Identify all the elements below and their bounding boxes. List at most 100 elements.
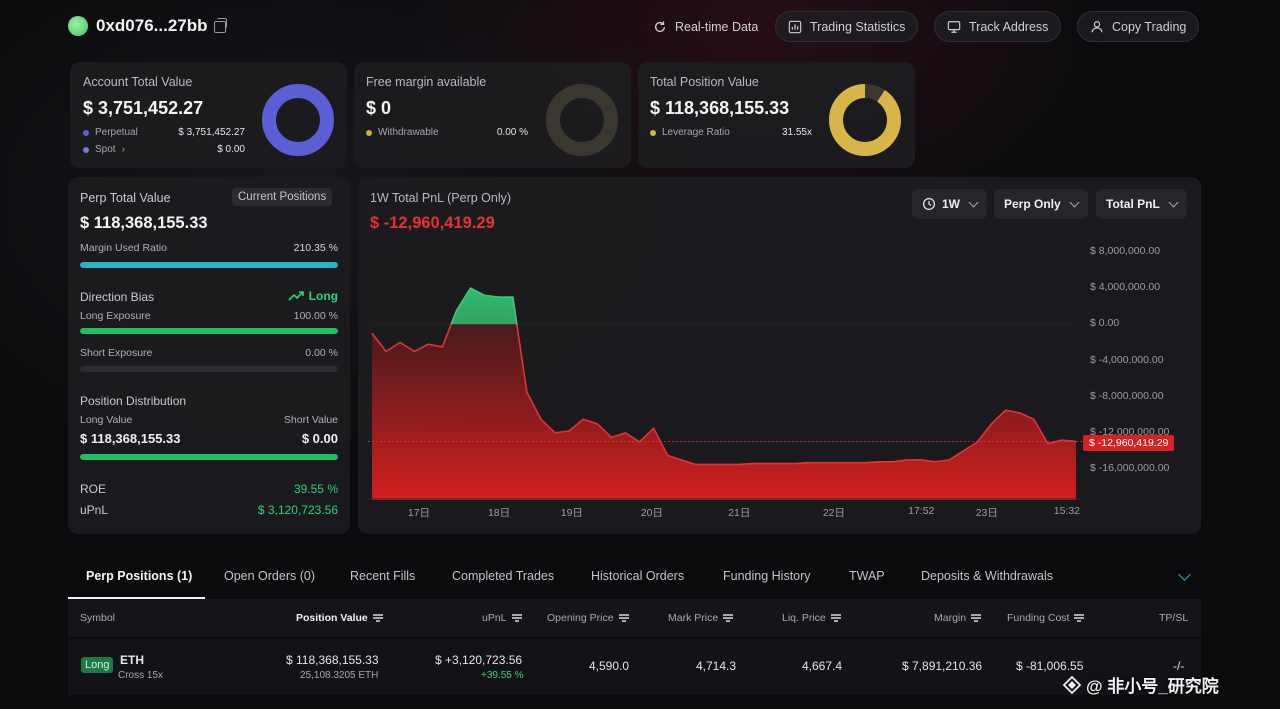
x-tick-label: 23日 <box>975 507 998 519</box>
tab-0[interactable]: Perp Positions (1) <box>86 569 193 583</box>
roe-value: 39.55 % <box>293 482 338 496</box>
distribution-bar <box>80 454 338 460</box>
th-liq-price[interactable]: Liq. Price <box>782 612 841 624</box>
short-exposure-bar <box>80 366 338 372</box>
table-row[interactable] <box>68 639 1201 695</box>
scope-select[interactable]: Perp Only <box>994 189 1088 219</box>
active-tab-underline <box>68 597 205 599</box>
x-tick-label: 21日 <box>728 507 751 519</box>
realtime-data-button[interactable]: Real-time Data <box>640 11 771 42</box>
trading-statistics-label: Trading Statistics <box>810 19 906 34</box>
th-upnl[interactable]: uPnL <box>482 612 522 624</box>
perp-total-value: $ 118,368,155.33 <box>80 214 208 232</box>
th-margin[interactable]: Margin <box>934 612 982 624</box>
period-select[interactable]: 1W <box>912 189 987 219</box>
x-tick-label: 22日 <box>822 507 845 519</box>
x-tick-label: 17日 <box>407 507 431 519</box>
y-tick-label: $ 0.00 <box>1090 317 1120 330</box>
th-symbol-label: Symbol <box>80 612 116 624</box>
sort-icon <box>830 614 841 622</box>
row-position-value: $ 118,368,155.33 <box>286 653 379 667</box>
account-donut <box>262 84 334 156</box>
current-positions-tag[interactable]: Current Positions <box>232 188 333 206</box>
free-margin-card: Free margin available $ 0 Withdrawable 0… <box>354 62 631 168</box>
y-tick-label: $ -4,000,000.00 <box>1090 353 1164 366</box>
long-value-label: Long Value <box>80 414 133 426</box>
direction-bias-label: Direction Bias <box>80 290 155 304</box>
metric-select[interactable]: Total PnL <box>1096 189 1187 219</box>
watermark: @ 非小号_研究院 <box>1062 672 1219 697</box>
x-tick-label: 15:32 <box>1053 505 1081 517</box>
short-exposure-value: 0.00 % <box>305 347 338 359</box>
tab-5[interactable]: Funding History <box>723 569 811 583</box>
th-funding-cost-label: Funding Cost <box>1007 612 1070 624</box>
row-upnl: $ +3,120,723.56 <box>435 653 523 667</box>
th-funding-cost[interactable]: Funding Cost <box>1007 612 1085 624</box>
row-symbol: ETH <box>120 653 144 667</box>
short-value-amount: $ 0.00 <box>301 431 338 446</box>
spot-row[interactable]: Spot › $ 0.00 <box>83 144 245 155</box>
tab-6[interactable]: TWAP <box>849 569 885 583</box>
side-badge: Long <box>81 657 114 673</box>
tab-4[interactable]: Historical Orders <box>591 569 685 583</box>
sort-icon <box>1074 614 1085 622</box>
withdrawable-value: 0.00 % <box>496 127 528 138</box>
upnl-label: uPnL <box>80 503 109 517</box>
th-tpsl: TP/SL <box>1159 612 1188 624</box>
row-funding-cost: $ -81,006.55 <box>1016 659 1084 673</box>
row-liq-price: 4,667.4 <box>802 659 843 673</box>
account-total-card: Account Total Value $ 3,751,452.27 Perpe… <box>70 62 347 168</box>
spot-label: Spot <box>95 144 116 155</box>
th-opening-price[interactable]: Opening Price <box>547 612 629 624</box>
trading-statistics-button[interactable]: Trading Statistics <box>775 11 919 42</box>
sort-icon <box>511 614 522 622</box>
track-address-label: Track Address <box>969 19 1049 34</box>
tab-1[interactable]: Open Orders (0) <box>224 569 316 583</box>
copy-trading-button[interactable]: Copy Trading <box>1077 11 1200 42</box>
pnl-value: $ -12,960,419.29 <box>370 214 495 232</box>
avatar <box>68 16 88 36</box>
th-symbol: Symbol <box>80 612 115 624</box>
th-mark-price[interactable]: Mark Price <box>668 612 734 624</box>
position-donut <box>829 84 901 156</box>
y-tick-label: $ 8,000,000.00 <box>1090 245 1161 257</box>
metric-value: Total PnL <box>1106 197 1160 211</box>
margin-used-label: Margin Used Ratio <box>80 242 167 254</box>
y-tick-label: $ -12,000,000.00 <box>1090 425 1170 438</box>
tab-7[interactable]: Deposits & Withdrawals <box>921 569 1053 583</box>
refresh-icon <box>654 20 666 32</box>
pnl-positive-area <box>372 288 1076 325</box>
spot-dot <box>83 146 89 153</box>
free-margin-donut <box>546 84 618 156</box>
total-position-value: $ 118,368,155.33 <box>650 98 790 118</box>
perpetual-value: $ 3,751,452.27 <box>178 127 245 138</box>
track-address-button[interactable]: Track Address <box>934 11 1062 42</box>
long-exposure-value: 100.00 % <box>293 310 338 322</box>
pnl-positive-line <box>450 287 518 325</box>
total-position-title: Total Position Value <box>650 75 759 89</box>
account-total-value: $ 3,751,452.27 <box>83 98 204 118</box>
short-exposure-label: Short Exposure <box>80 347 153 359</box>
th-opening-price-label: Opening Price <box>547 612 614 624</box>
th-position-value-label: Position Value <box>296 612 368 624</box>
perpetual-dot <box>83 129 89 136</box>
long-value-amount: $ 118,368,155.33 <box>80 431 181 446</box>
total-position-card: Total Position Value $ 118,368,155.33 Le… <box>638 62 915 168</box>
pnl-area <box>372 288 1076 500</box>
tab-3[interactable]: Completed Trades <box>452 569 555 583</box>
free-margin-value: $ 0 <box>366 98 392 118</box>
x-tick-label: 20日 <box>640 507 663 519</box>
th-liq-price-label: Liq. Price <box>782 612 826 624</box>
perp-summary-panel: Perp Total Value Current Positions $ 118… <box>68 177 350 534</box>
tab-2[interactable]: Recent Fills <box>350 569 416 583</box>
y-tick-label: $ -8,000,000.00 <box>1090 389 1164 402</box>
sort-icon <box>971 614 982 622</box>
margin-used-bar <box>80 262 338 268</box>
copy-icon[interactable] <box>214 18 227 33</box>
th-margin-label: Margin <box>934 612 967 624</box>
th-position-value[interactable]: Position Value <box>296 612 383 624</box>
leverage-row: Leverage Ratio 31.55x <box>650 127 812 138</box>
row-opening-price: 4,590.0 <box>589 659 630 673</box>
row-position-size: 25,108.3205 ETH <box>300 670 379 681</box>
